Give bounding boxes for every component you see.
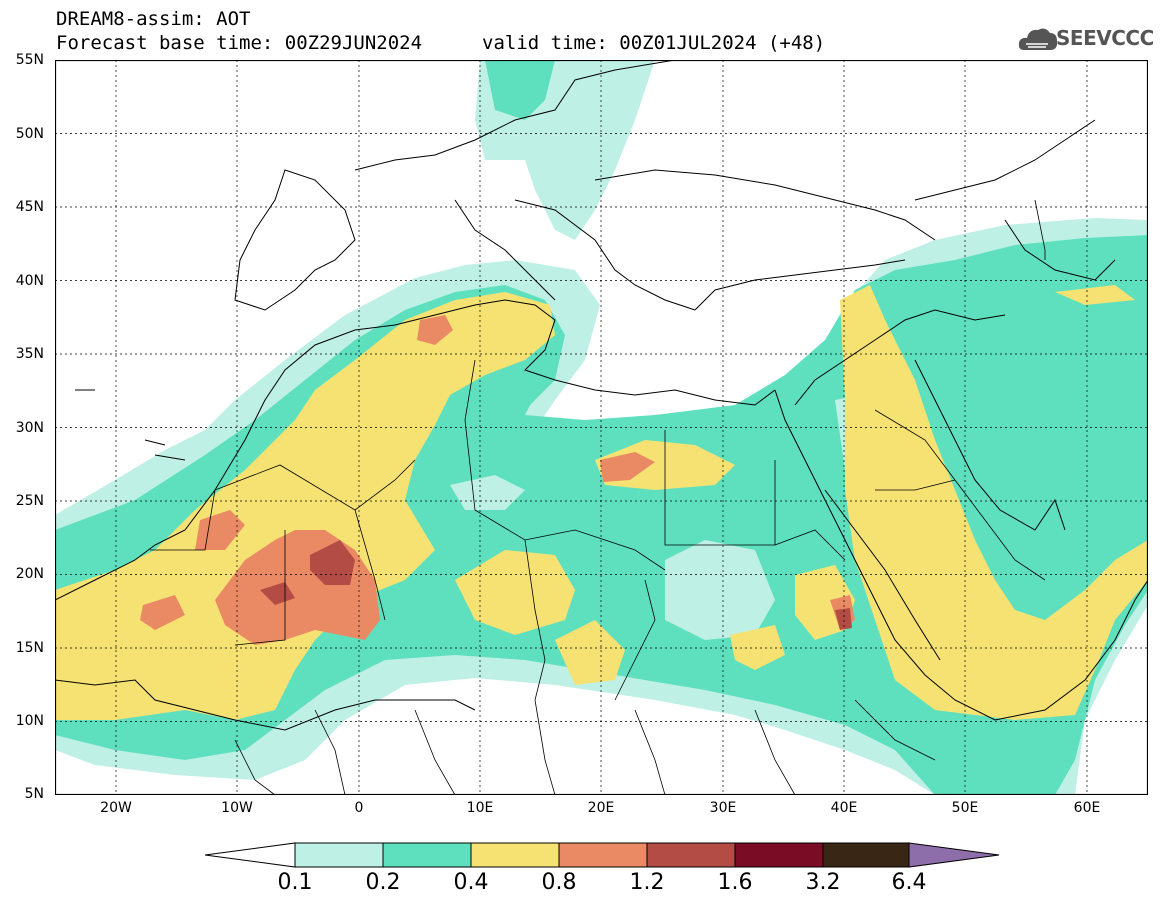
- colorbar-swatch-0-1: [294, 842, 384, 868]
- lon-label: 50E: [951, 800, 979, 816]
- lat-label: 30N: [15, 420, 44, 436]
- aot-level-0-4: [455, 550, 575, 635]
- colorbar-label: 1.2: [629, 870, 665, 895]
- logo-text: SEEVCCC: [1056, 26, 1154, 50]
- lon-label: 60E: [1073, 800, 1101, 816]
- colorbar-low-arrow: [205, 842, 296, 868]
- lon-label: 40E: [830, 800, 858, 816]
- aot-level-0-4: [840, 285, 1148, 720]
- valid-time: valid time: 00Z01JUL2024 (+48): [482, 32, 826, 54]
- lat-label: 20N: [15, 566, 44, 582]
- colorbar-label: 0.1: [277, 870, 313, 895]
- colorbar-label: 6.4: [891, 870, 927, 895]
- aot-level-0-4: [1055, 285, 1135, 305]
- aot-level-0-8: [140, 595, 185, 630]
- colorbar-high-arrow: [908, 842, 1000, 868]
- colorbar-label: 0.8: [541, 870, 577, 895]
- aot-level-1-2: [310, 540, 355, 585]
- aot-level-0-8: [417, 315, 453, 345]
- lat-label: 10N: [15, 713, 44, 729]
- aot-level-0-4: [555, 620, 625, 685]
- aot-level-0-8: [195, 510, 245, 550]
- aot-map: [55, 60, 1148, 795]
- aot-level-0-1: [665, 540, 775, 640]
- lon-label: 10E: [466, 800, 494, 816]
- colorbar-swatch-0-2: [382, 842, 472, 868]
- aot-level-0-2: [485, 60, 555, 120]
- lat-label: 25N: [15, 493, 44, 509]
- colorbar-swatch-3-2: [822, 842, 910, 868]
- country-borders: [150, 199, 1046, 795]
- lat-label: 35N: [15, 346, 44, 362]
- lat-label: 40N: [15, 273, 44, 289]
- lat-label: 55N: [15, 52, 44, 68]
- colorbar-label: 3.2: [805, 870, 841, 895]
- colorbar: [205, 842, 1000, 868]
- aot-level-0-4: [730, 625, 785, 670]
- lat-label: 45N: [15, 199, 44, 215]
- forecast-base-time: Forecast base time: 00Z29JUN2024: [56, 32, 423, 54]
- graticule: [55, 60, 1148, 795]
- cloud-icon: [1018, 28, 1058, 50]
- lon-label: 0: [354, 800, 364, 816]
- colorbar-swatch-0-4: [470, 842, 560, 868]
- coastlines: [55, 60, 1148, 731]
- colorbar-label: 0.4: [453, 870, 489, 895]
- colorbar-swatch-1-6: [734, 842, 824, 868]
- aot-level-1-2: [835, 608, 852, 630]
- aot-level-0-8: [600, 452, 655, 482]
- lon-label: 20E: [587, 800, 615, 816]
- map-title: DREAM8-assim: AOT: [56, 8, 251, 30]
- colorbar-swatch-0-8: [558, 842, 648, 868]
- colorbar-swatch-1-2: [646, 842, 736, 868]
- colorbar-label: 1.6: [717, 870, 753, 895]
- lat-label: 50N: [15, 126, 44, 142]
- lon-label: 10W: [221, 800, 253, 816]
- colorbar-label: 0.2: [365, 870, 401, 895]
- lon-label: 30E: [709, 800, 737, 816]
- aot-level-1-2: [260, 582, 295, 605]
- lat-label: 5N: [24, 786, 44, 802]
- lon-label: 20W: [100, 800, 132, 816]
- lat-label: 15N: [15, 640, 44, 656]
